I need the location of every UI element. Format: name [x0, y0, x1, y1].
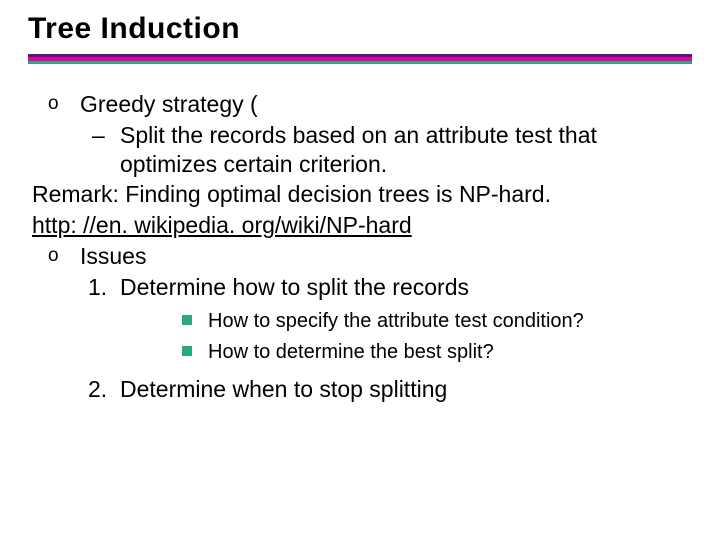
slide-title: Tree Induction — [28, 12, 692, 46]
number-marker-2: 2. — [88, 375, 107, 404]
subbullet-split: – Split the records based on an attribut… — [32, 121, 692, 179]
remark-text: Remark: Finding optimal decision trees i… — [32, 181, 551, 207]
dash-bullet-icon: – — [92, 121, 105, 150]
sub-question-a-text: How to specify the attribute test condit… — [208, 310, 584, 332]
bullet-issues-text: Issues — [80, 243, 146, 269]
numbered-item-2: 2. Determine when to stop splitting — [32, 375, 692, 404]
slide: Tree Induction o Greedy strategy ( – Spl… — [0, 0, 720, 426]
sub-questions: How to specify the attribute test condit… — [32, 309, 692, 365]
link-line: http: //en. wikipedia. org/wiki/NP-hard — [32, 211, 692, 240]
square-bullet-icon — [182, 346, 192, 356]
sub-question-b-text: How to determine the best split? — [208, 341, 494, 363]
remark-line: Remark: Finding optimal decision trees i… — [32, 180, 692, 209]
circle-bullet-icon: o — [48, 92, 59, 116]
number-marker-1: 1. — [88, 273, 107, 302]
divider-bar — [28, 54, 692, 64]
sub-question-a: How to specify the attribute test condit… — [32, 309, 692, 334]
bullet-greedy: o Greedy strategy ( — [32, 90, 692, 119]
bullet-greedy-text: Greedy strategy ( — [80, 91, 258, 117]
square-bullet-icon — [182, 315, 192, 325]
subbullet-split-text: Split the records based on an attribute … — [120, 122, 597, 177]
numbered-item-1-text: Determine how to split the records — [120, 274, 469, 300]
numbered-item-2-text: Determine when to stop splitting — [120, 376, 447, 402]
bullet-issues: o Issues — [32, 242, 692, 271]
slide-body: o Greedy strategy ( – Split the records … — [28, 90, 692, 404]
divider-green — [28, 61, 692, 64]
np-hard-link[interactable]: http: //en. wikipedia. org/wiki/NP-hard — [32, 212, 412, 238]
numbered-item-1: 1. Determine how to split the records — [32, 273, 692, 302]
sub-question-b: How to determine the best split? — [32, 340, 692, 365]
circle-bullet-icon: o — [48, 244, 59, 268]
